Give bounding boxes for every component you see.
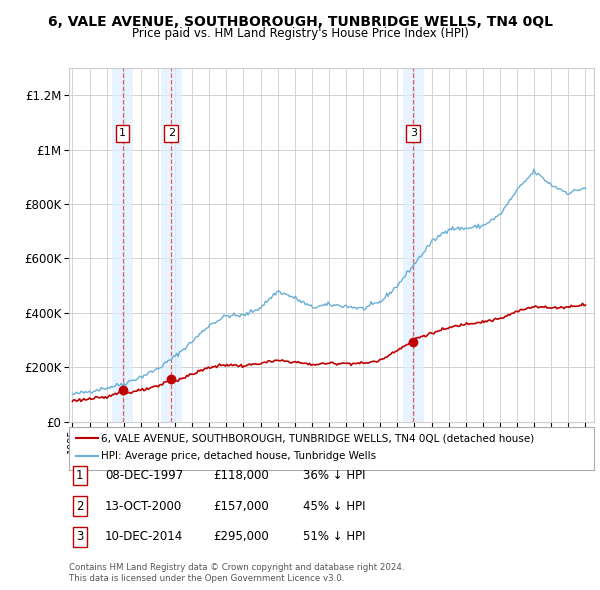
Text: 2: 2 bbox=[168, 128, 175, 138]
Text: HPI: Average price, detached house, Tunbridge Wells: HPI: Average price, detached house, Tunb… bbox=[101, 451, 376, 461]
Text: 13-OCT-2000: 13-OCT-2000 bbox=[105, 500, 182, 513]
Text: 3: 3 bbox=[410, 128, 417, 138]
Bar bbox=[161, 68, 182, 422]
Text: 3: 3 bbox=[76, 530, 83, 543]
Text: 6, VALE AVENUE, SOUTHBOROUGH, TUNBRIDGE WELLS, TN4 0QL (detached house): 6, VALE AVENUE, SOUTHBOROUGH, TUNBRIDGE … bbox=[101, 434, 534, 443]
Text: 45% ↓ HPI: 45% ↓ HPI bbox=[303, 500, 365, 513]
Bar bbox=[403, 68, 424, 422]
Text: 08-DEC-1997: 08-DEC-1997 bbox=[105, 469, 183, 482]
Text: 1: 1 bbox=[119, 128, 126, 138]
Text: £157,000: £157,000 bbox=[213, 500, 269, 513]
Text: 10-DEC-2014: 10-DEC-2014 bbox=[105, 530, 183, 543]
Text: This data is licensed under the Open Government Licence v3.0.: This data is licensed under the Open Gov… bbox=[69, 574, 344, 583]
Text: £118,000: £118,000 bbox=[213, 469, 269, 482]
Text: 6, VALE AVENUE, SOUTHBOROUGH, TUNBRIDGE WELLS, TN4 0QL: 6, VALE AVENUE, SOUTHBOROUGH, TUNBRIDGE … bbox=[47, 15, 553, 29]
Text: 36% ↓ HPI: 36% ↓ HPI bbox=[303, 469, 365, 482]
Text: £295,000: £295,000 bbox=[213, 530, 269, 543]
Text: 1: 1 bbox=[76, 469, 83, 482]
Text: Price paid vs. HM Land Registry's House Price Index (HPI): Price paid vs. HM Land Registry's House … bbox=[131, 27, 469, 40]
Text: 51% ↓ HPI: 51% ↓ HPI bbox=[303, 530, 365, 543]
Bar bbox=[112, 68, 133, 422]
Text: Contains HM Land Registry data © Crown copyright and database right 2024.: Contains HM Land Registry data © Crown c… bbox=[69, 563, 404, 572]
Text: 2: 2 bbox=[76, 500, 83, 513]
